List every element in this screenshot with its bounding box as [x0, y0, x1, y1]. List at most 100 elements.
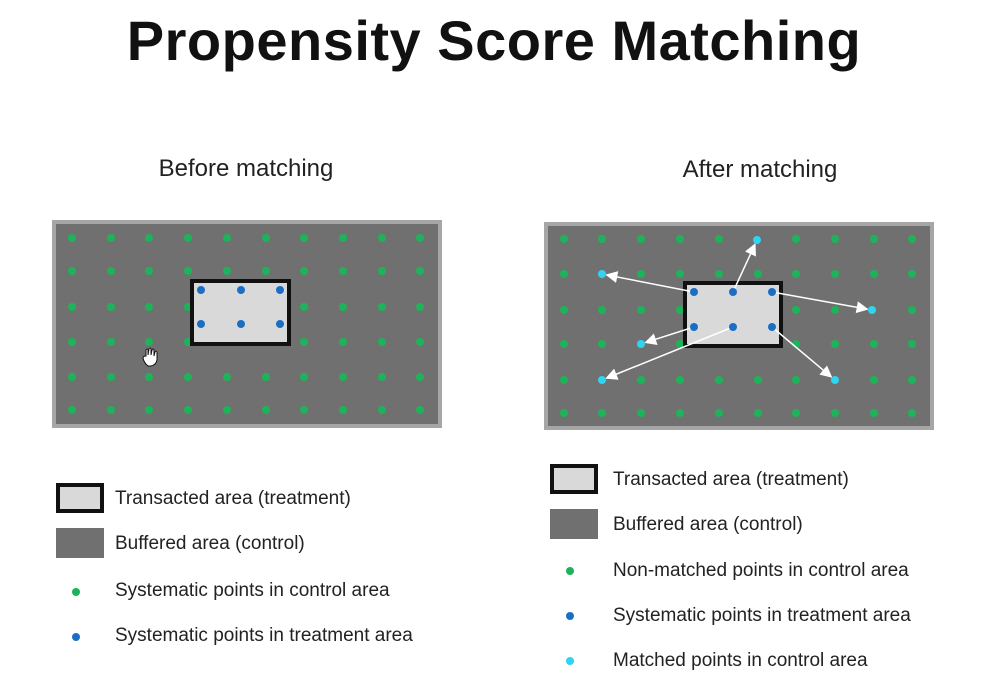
treatment-point: [276, 286, 284, 294]
control-point: [715, 409, 723, 417]
control-point: [68, 303, 76, 311]
control-point: [870, 409, 878, 417]
control-point: [107, 338, 115, 346]
treatment-point: [729, 323, 737, 331]
control-point: [560, 376, 568, 384]
treatment-point: [276, 320, 284, 328]
control-point: [262, 406, 270, 414]
control-point: [145, 338, 153, 346]
control-point: [262, 234, 270, 242]
control-point: [908, 340, 916, 348]
control-point: [676, 235, 684, 243]
matching-arrow: [605, 271, 695, 293]
control-point: [107, 267, 115, 275]
control-point: [754, 409, 762, 417]
control-point: [300, 338, 308, 346]
control-point: [184, 406, 192, 414]
control-points-group: [68, 234, 424, 414]
non-matched-points-group: [560, 235, 916, 417]
control-point: [145, 234, 153, 242]
control-point: [870, 270, 878, 278]
matching-arrow: [771, 326, 833, 378]
control-point: [560, 306, 568, 314]
matched-point: [753, 236, 761, 244]
control-point: [754, 376, 762, 384]
control-point: [68, 373, 76, 381]
before-legend: Transacted area (treatment) Buffered are…: [56, 481, 476, 651]
matching-arrows-group: [605, 243, 869, 380]
control-point: [300, 373, 308, 381]
control-point: [339, 303, 347, 311]
control-point: [184, 267, 192, 275]
legend-label: Transacted area (treatment): [613, 469, 849, 490]
control-point: [339, 267, 347, 275]
treatment-point: [768, 288, 776, 296]
control-point: [300, 303, 308, 311]
control-point: [560, 409, 568, 417]
matched-point: [831, 376, 839, 384]
control-point: [300, 267, 308, 275]
control-point: [598, 235, 606, 243]
page-title: Propensity Score Matching: [126, 9, 862, 72]
control-point: [908, 376, 916, 384]
control-point: [870, 376, 878, 384]
after-matching-diagram: [544, 222, 934, 430]
control-point: [68, 338, 76, 346]
before-matching-diagram: [52, 220, 442, 428]
control-point: [637, 270, 645, 278]
control-point: [637, 376, 645, 384]
control-point: [908, 306, 916, 314]
control-point: [637, 409, 645, 417]
control-point: [145, 406, 153, 414]
control-point: [378, 303, 386, 311]
control-point: [676, 409, 684, 417]
control-point: [754, 270, 762, 278]
treatment-points-group: [197, 286, 284, 328]
matching-arrow: [644, 326, 695, 345]
control-point: [598, 306, 606, 314]
control-point: [676, 306, 684, 314]
control-point: [715, 270, 723, 278]
control-area-swatch: [550, 509, 598, 539]
before-matching-title: Before matching: [158, 155, 334, 182]
matching-arrow: [605, 326, 734, 380]
control-point: [560, 270, 568, 278]
treatment-point: [197, 286, 205, 294]
control-point: [870, 235, 878, 243]
control-point: [831, 270, 839, 278]
matched-point: [598, 270, 606, 278]
legend-label: Non-matched points in control area: [613, 560, 909, 581]
treatment-area-swatch: [550, 464, 598, 494]
control-point: [560, 235, 568, 243]
legend-label: Buffered area (control): [115, 533, 305, 554]
matching-arrow: [732, 243, 756, 293]
control-point: [416, 267, 424, 275]
control-point: [68, 234, 76, 242]
control-point: [416, 373, 424, 381]
after-legend: Transacted area (treatment) Buffered are…: [550, 462, 980, 682]
control-point: [262, 373, 270, 381]
treatment-point: [690, 288, 698, 296]
treatment-point: [237, 320, 245, 328]
control-point: [184, 234, 192, 242]
control-point: [416, 406, 424, 414]
control-point: [339, 406, 347, 414]
treatment-point-swatch: [566, 612, 574, 620]
hand-cursor-icon: [142, 347, 158, 367]
control-point: [223, 267, 231, 275]
control-point: [831, 306, 839, 314]
treatment-point: [768, 323, 776, 331]
control-point: [300, 406, 308, 414]
control-point: [107, 373, 115, 381]
control-point: [378, 373, 386, 381]
treatment-point: [237, 286, 245, 294]
legend-label: Transacted area (treatment): [115, 488, 351, 509]
control-point: [107, 406, 115, 414]
treatment-point: [729, 288, 737, 296]
control-point: [831, 340, 839, 348]
control-point: [870, 340, 878, 348]
control-point: [378, 234, 386, 242]
control-point: [145, 303, 153, 311]
control-point: [68, 267, 76, 275]
control-point: [792, 306, 800, 314]
